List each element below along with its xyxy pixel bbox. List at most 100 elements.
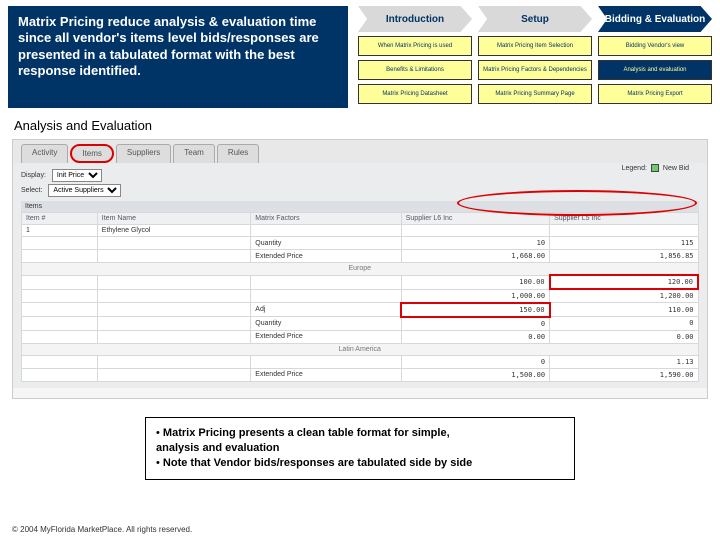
table-cell: Extended Price — [251, 250, 401, 263]
table-row: 1Ethylene Glycol — [22, 225, 699, 237]
table-row: Europe — [22, 263, 699, 276]
table-cell: 115 — [550, 237, 698, 250]
table-cell: Quantity — [251, 317, 401, 331]
table-cell — [251, 355, 401, 368]
table-row: 01.13 — [22, 355, 699, 368]
table-cell: 1,000.00 — [401, 289, 549, 303]
table-cell — [401, 225, 549, 237]
table-cell: 0 — [550, 317, 698, 331]
table-cell: 10 — [401, 237, 549, 250]
table-cell — [97, 275, 251, 289]
callout-line-2: • Note that Vendor bids/responses are ta… — [156, 456, 564, 471]
ui-tab-team[interactable]: Team — [173, 144, 215, 163]
nav-sub-row-3: Matrix Pricing Datasheet Matrix Pricing … — [358, 84, 712, 104]
table-cell: 150.00 — [401, 303, 549, 317]
select-select[interactable]: Active Suppliers — [48, 184, 121, 197]
table-cell: Quantity — [251, 237, 401, 250]
table-row: Quantity00 — [22, 317, 699, 331]
region-cell: Latin America — [22, 343, 699, 355]
nav-area: Introduction Setup Bidding & Evaluation … — [348, 6, 712, 108]
legend-dot-icon — [651, 164, 659, 172]
table-cell: 0 — [401, 317, 549, 331]
table-cell — [251, 289, 401, 303]
table-cell: 1,856.85 — [550, 250, 698, 263]
region-cell: Europe — [22, 263, 699, 276]
table-row: Adj150.00110.00 — [22, 303, 699, 317]
table-cell — [97, 317, 251, 331]
table-row: 100.00120.00 — [22, 275, 699, 289]
section-title: Analysis and Evaluation — [0, 112, 720, 135]
table-cell — [97, 368, 251, 381]
table-cell — [22, 303, 98, 317]
table-cell — [550, 225, 698, 237]
legend-label: Legend: — [622, 165, 647, 172]
table-cell — [22, 289, 98, 303]
table-cell — [22, 275, 98, 289]
display-select[interactable]: Init Price — [52, 169, 102, 182]
nav-sub-benefits[interactable]: Benefits & Limitations — [358, 60, 472, 80]
footer-copyright: © 2004 MyFlorida MarketPlace. All rights… — [12, 525, 192, 534]
nav-sub-row-1: When Matrix Pricing is used Matrix Prici… — [358, 36, 712, 56]
table-cell: Adj — [251, 303, 401, 317]
ui-tabs: Activity Items Suppliers Team Rules — [13, 140, 707, 163]
highlight-oval — [457, 190, 697, 216]
nav-sub-export[interactable]: Matrix Pricing Export — [598, 84, 712, 104]
nav-tab-introduction[interactable]: Introduction — [358, 6, 472, 32]
table-row: 1,000.001,200.00 — [22, 289, 699, 303]
table-row: Latin America — [22, 343, 699, 355]
legend-item: New Bid — [663, 165, 689, 172]
table-cell: 100.00 — [401, 275, 549, 289]
nav-sub-factors[interactable]: Matrix Pricing Factors & Dependencies — [478, 60, 592, 80]
table-cell: 1,200.00 — [550, 289, 698, 303]
table-cell: 110.00 — [550, 303, 698, 317]
headline-box: Matrix Pricing reduce analysis & evaluat… — [8, 6, 348, 108]
nav-tab-bidding-evaluation[interactable]: Bidding & Evaluation — [598, 6, 712, 32]
nav-sub-analysis[interactable]: Analysis and evaluation — [598, 60, 712, 80]
table-cell — [22, 317, 98, 331]
nav-sub-item-selection[interactable]: Matrix Pricing Item Selection — [478, 36, 592, 56]
screenshot-area: Activity Items Suppliers Team Rules Disp… — [12, 139, 708, 399]
table-row: Quantity10115 — [22, 237, 699, 250]
ui-tab-rules[interactable]: Rules — [217, 144, 259, 163]
table-cell — [22, 330, 98, 343]
col-item-num: Item # — [22, 213, 98, 225]
table-cell: 1,668.00 — [401, 250, 549, 263]
table-cell — [22, 250, 98, 263]
legend-box: Legend: New Bid — [622, 164, 689, 172]
nav-sub-summary[interactable]: Matrix Pricing Summary Page — [478, 84, 592, 104]
table-cell: 1,500.00 — [401, 368, 549, 381]
ui-tab-suppliers[interactable]: Suppliers — [116, 144, 171, 163]
table-cell: 1 — [22, 225, 98, 237]
table-cell: Extended Price — [251, 330, 401, 343]
table-cell: Ethylene Glycol — [97, 225, 251, 237]
nav-top-row: Introduction Setup Bidding & Evaluation — [358, 6, 712, 32]
table-cell — [97, 330, 251, 343]
nav-sub-row-2: Benefits & Limitations Matrix Pricing Fa… — [358, 60, 712, 80]
table-cell: Extended Price — [251, 368, 401, 381]
table-cell: 1.13 — [550, 355, 698, 368]
nav-sub-when-used[interactable]: When Matrix Pricing is used — [358, 36, 472, 56]
table-cell — [22, 368, 98, 381]
table-row: Extended Price1,500.001,590.00 — [22, 368, 699, 381]
headline-text: Matrix Pricing reduce analysis & evaluat… — [18, 14, 319, 78]
nav-sub-bidding-vendor-view[interactable]: Bidding Vendor's view — [598, 36, 712, 56]
ui-tab-activity[interactable]: Activity — [21, 144, 68, 163]
table-cell: 0 — [401, 355, 549, 368]
col-item-name: Item Name — [97, 213, 251, 225]
nav-tab-setup[interactable]: Setup — [478, 6, 592, 32]
table-cell — [97, 237, 251, 250]
table-cell: 1,590.00 — [550, 368, 698, 381]
table-cell — [97, 355, 251, 368]
table-cell: 120.00 — [550, 275, 698, 289]
ui-tab-items[interactable]: Items — [70, 144, 114, 163]
table-cell — [97, 289, 251, 303]
pricing-table: Item # Item Name Matrix Factors Supplier… — [21, 212, 699, 382]
table-cell — [97, 303, 251, 317]
table-row: Extended Price0.000.00 — [22, 330, 699, 343]
nav-sub-datasheet[interactable]: Matrix Pricing Datasheet — [358, 84, 472, 104]
select-label: Select: — [21, 187, 42, 194]
display-label: Display: — [21, 172, 46, 179]
table-cell — [22, 355, 98, 368]
col-matrix-factors: Matrix Factors — [251, 213, 401, 225]
table-cell: 0.00 — [401, 330, 549, 343]
